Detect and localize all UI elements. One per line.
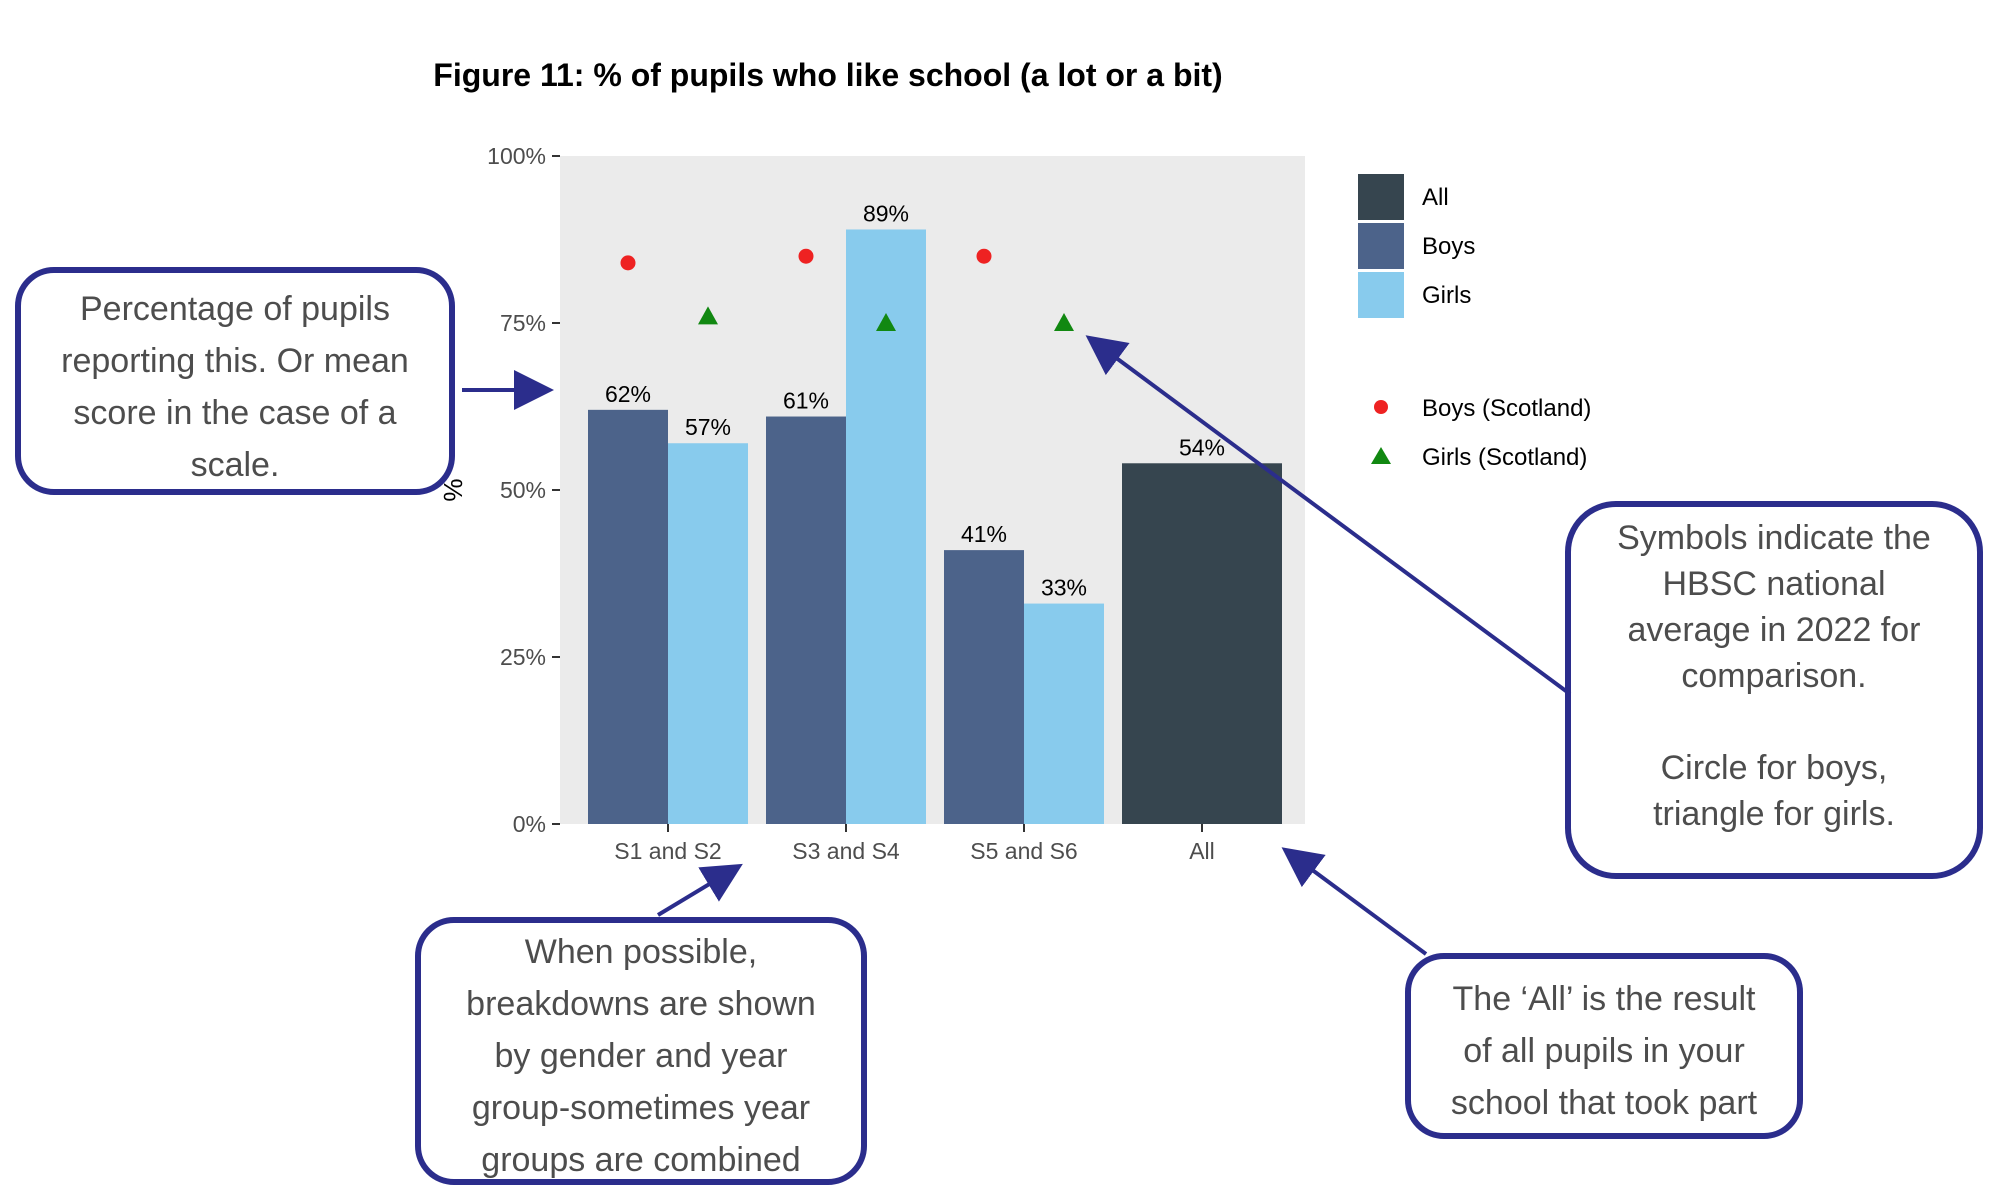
legend-label-girls-scotland: Girls (Scotland) xyxy=(1422,444,1587,471)
callout-breakdown-line: breakdowns are shown xyxy=(466,985,816,1023)
legend-marker-girls-scotland xyxy=(1371,447,1391,464)
callouts-group: Percentage of pupils reporting this. Or m… xyxy=(15,267,1983,1185)
y-axis: 0% 25% 50% 75% 100% xyxy=(487,143,560,837)
callout-symbols-line: Symbols indicate the xyxy=(1617,519,1931,557)
y-tick-label: 75% xyxy=(500,310,546,336)
callout-all-arrow xyxy=(1281,847,1428,956)
bar-boys-s1-and-s2 xyxy=(588,409,668,824)
bar-all-all xyxy=(1122,463,1282,824)
marker-boys-scotland-s3-and-s4 xyxy=(798,248,814,264)
bar-girls-s1-and-s2 xyxy=(668,443,748,824)
callout-all-box xyxy=(1405,953,1803,1139)
x-tick-label-s5-and-s6: S5 and S6 xyxy=(970,838,1077,864)
callout-symbols-arrow xyxy=(1085,335,1572,696)
data-label-girls-s1-and-s2: 57% xyxy=(685,414,731,440)
marker-girls-scotland-s1-and-s2 xyxy=(698,306,718,325)
data-labels-group: 62% 57% 61% 89% 41% 33% 54% xyxy=(605,200,1225,600)
callout-all-text: The ‘All’ is the result of all pupils in … xyxy=(1451,980,1758,1122)
legend-label-girls: Girls xyxy=(1422,282,1471,309)
legend-label-boys: Boys xyxy=(1422,233,1475,260)
bars-group xyxy=(588,229,1282,825)
callout-symbols-line: comparison. xyxy=(1681,657,1866,695)
y-tick-label: 50% xyxy=(500,477,546,503)
callout-symbols-text: Symbols indicate the HBSC national average… xyxy=(1617,519,1931,833)
legend-marker-boys-scotland xyxy=(1374,400,1388,414)
data-label-boys-s1-and-s2: 62% xyxy=(605,381,651,407)
callout-percentage-text: Percentage of pupils reporting this. Or m… xyxy=(61,290,409,484)
legend-swatch-boys xyxy=(1358,223,1404,269)
y-tick-label: 100% xyxy=(487,143,546,169)
callout-percentage-line: reporting this. Or mean xyxy=(61,342,409,380)
callout-breakdown-box xyxy=(415,917,867,1185)
x-tick-label-s1-and-s2: S1 and S2 xyxy=(614,838,721,864)
legend: All Boys Girls Boys (Scotland) Girls (Scotla… xyxy=(1358,174,1591,471)
legend-label-boys-scotland: Boys (Scotland) xyxy=(1422,395,1591,422)
callout-percentage-line: scale. xyxy=(191,446,280,484)
y-tick-label: 25% xyxy=(500,644,546,670)
data-label-boys-s5-and-s6: 41% xyxy=(961,521,1007,547)
callout-symbols-box xyxy=(1565,501,1983,879)
legend-label-all: All xyxy=(1422,184,1449,211)
callout-all_result-line: school that took part xyxy=(1451,1084,1758,1122)
callout-all_result-line: of all pupils in your xyxy=(1463,1032,1745,1070)
data-label-girls-s5-and-s6: 33% xyxy=(1041,575,1087,601)
callout-symbols-line: triangle for girls. xyxy=(1653,795,1895,833)
callout-breakdown-line: group-sometimes year xyxy=(472,1089,810,1127)
marker-boys-scotland-s5-and-s6 xyxy=(976,248,992,264)
legend-swatch-all xyxy=(1358,174,1404,220)
figure-title: Figure 11: % of pupils who like school (… xyxy=(433,57,1222,93)
callout-all_result-line: The ‘All’ is the result xyxy=(1453,980,1757,1018)
marker-girls-scotland-s5-and-s6 xyxy=(1054,313,1074,331)
markers-group xyxy=(620,248,1074,331)
data-label-boys-s3-and-s4: 61% xyxy=(783,388,829,414)
bar-chart: 0% 25% 50% 75% 100% S1 and S2 S3 and S4 S5 and… xyxy=(438,143,1305,864)
callout-percentage-box xyxy=(15,267,455,495)
y-tick-label: 0% xyxy=(513,811,546,837)
callout-breakdown-line: by gender and year xyxy=(495,1037,788,1075)
x-tick-label-s3-and-s4: S3 and S4 xyxy=(792,838,900,864)
marker-boys-scotland-s1-and-s2 xyxy=(620,255,636,271)
callout-breakdown-text: When possible, breakdowns are shown by gen… xyxy=(466,933,816,1179)
callout-symbols-line: Circle for boys, xyxy=(1661,749,1888,787)
x-tick-label-all: All xyxy=(1189,838,1215,864)
callout-breakdown-line: groups are combined xyxy=(481,1141,800,1179)
data-label-all-all: 54% xyxy=(1179,434,1225,460)
callout-breakdown-arrow xyxy=(656,863,743,917)
bar-girls-s5-and-s6 xyxy=(1024,603,1104,824)
callout-symbols-line: HBSC national xyxy=(1662,565,1885,603)
callout-symbols-line: average in 2022 for xyxy=(1628,611,1921,649)
callout-breakdown-line: When possible, xyxy=(525,933,757,971)
callout-percentage-line: score in the case of a xyxy=(73,394,396,432)
data-label-girls-s3-and-s4: 89% xyxy=(863,200,909,226)
bar-boys-s5-and-s6 xyxy=(944,550,1024,824)
marker-girls-scotland-s3-and-s4 xyxy=(876,313,896,331)
callout-percentage-line: Percentage of pupils xyxy=(80,290,390,328)
legend-swatch-girls xyxy=(1358,272,1404,318)
x-axis: S1 and S2 S3 and S4 S5 and S6 All xyxy=(614,824,1215,864)
bar-boys-s3-and-s4 xyxy=(766,416,846,824)
y-axis-title: % xyxy=(438,478,468,501)
